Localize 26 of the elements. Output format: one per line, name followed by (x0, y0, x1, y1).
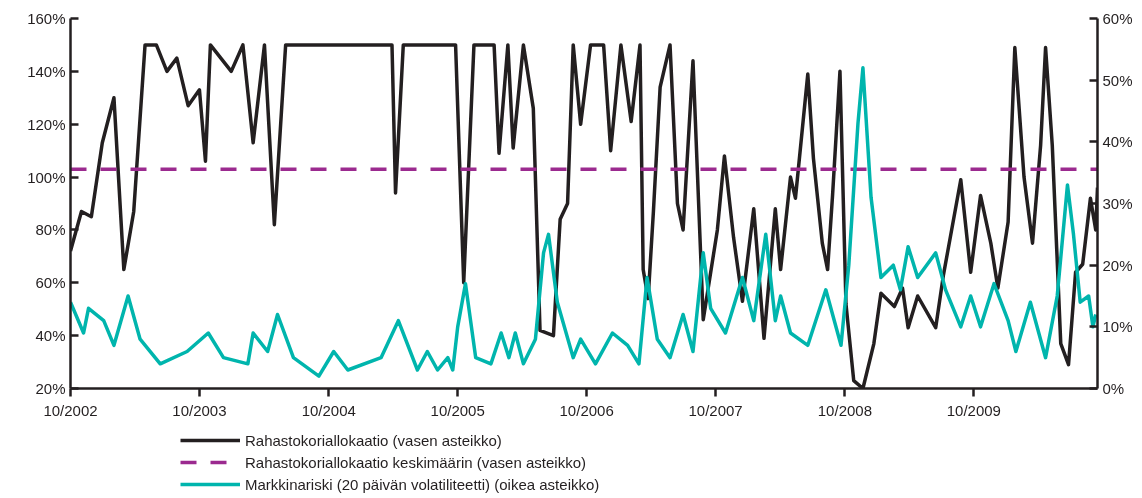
y-tick-label: 20% (35, 380, 66, 397)
x-tick-label: 10/2007 (688, 401, 743, 419)
y-tick-label: 100% (27, 168, 66, 186)
legend-label: Rahastokoriallokaatio (vasen asteikko) (245, 431, 502, 449)
x-tick-label: 10/2003 (172, 401, 227, 419)
y-tick-label: 80% (35, 221, 66, 239)
y2-tick-label: 30% (1102, 195, 1133, 212)
x-tick-label: 10/2006 (559, 401, 614, 419)
y2-tick-label: 10% (1102, 318, 1133, 336)
y2-tick-label: 20% (1102, 256, 1133, 274)
x-tick-label: 10/2008 (817, 401, 873, 419)
y-tick-label: 160% (27, 10, 66, 27)
y2-tick-label: 50% (1102, 71, 1133, 89)
y-tick-label: 40% (35, 327, 66, 345)
x-tick-label: 10/2002 (43, 401, 98, 419)
legend-label: Markkinariski (20 päivän volatiliteetti) (oikea asteikko) (245, 475, 600, 493)
legend-label: Rahastokoriallokaatio keskimäärin (vasen asteikko) (245, 453, 586, 471)
y-tick-label: 120% (27, 115, 66, 133)
x-tick-label: 10/2009 (946, 401, 1001, 419)
x-tick-label: 10/2004 (301, 401, 356, 419)
y2-tick-label: 60% (1102, 10, 1133, 27)
y2-tick-label: 40% (1102, 133, 1133, 151)
y2-tick-label: 0% (1102, 380, 1125, 397)
x-tick-label: 10/2005 (430, 401, 485, 419)
y-tick-label: 60% (35, 274, 66, 292)
y-tick-label: 140% (27, 62, 66, 80)
